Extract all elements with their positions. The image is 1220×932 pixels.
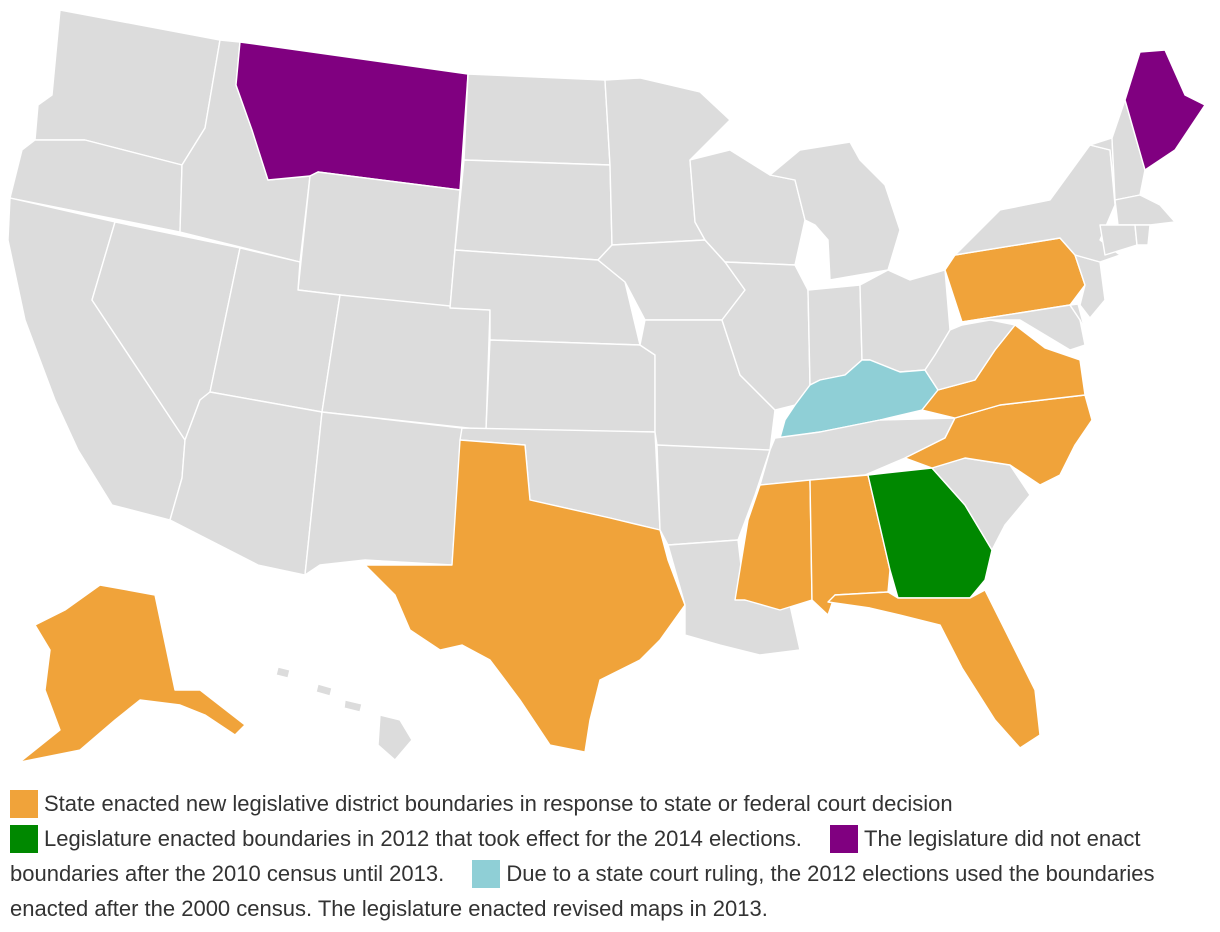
legend-item-state-court-2000: Due to a state court ruling, the 2012 el… xyxy=(10,860,1155,921)
state-fl[interactable] xyxy=(827,589,1041,749)
legend-item-enacted-2012: Legislature enacted boundaries in 2012 t… xyxy=(10,825,802,853)
legend-item-no-enact-until-2013: The legislature did not enact boundaries… xyxy=(10,825,1141,886)
state-il[interactable] xyxy=(721,261,811,411)
state-mt[interactable] xyxy=(235,41,469,191)
legend-swatch-court xyxy=(10,790,38,818)
state-ks[interactable] xyxy=(485,339,656,433)
legend-swatch-state-court-2000 xyxy=(472,860,501,888)
legend-item-court: State enacted new legislative district b… xyxy=(10,790,953,818)
state-co[interactable] xyxy=(321,294,491,431)
legend-label-no-enact-until-2013: The legislature did not enact boundaries… xyxy=(10,826,1141,886)
state-ak[interactable] xyxy=(19,584,246,763)
us-state-map xyxy=(7,9,1206,763)
state-me[interactable] xyxy=(1124,49,1206,171)
state-wy[interactable] xyxy=(297,171,461,309)
state-de[interactable] xyxy=(1069,303,1086,331)
legend-swatch-no-enact-until-2013 xyxy=(830,825,859,853)
state-nd[interactable] xyxy=(463,73,611,166)
state-ct[interactable] xyxy=(1099,224,1138,256)
state-ma[interactable] xyxy=(1114,194,1176,226)
state-ny[interactable] xyxy=(954,144,1121,263)
legend-label-state-court-2000: Due to a state court ruling, the 2012 el… xyxy=(10,861,1155,921)
state-wi[interactable] xyxy=(689,149,806,266)
state-tx[interactable] xyxy=(364,439,686,753)
state-wv[interactable] xyxy=(924,319,1016,391)
state-ri[interactable] xyxy=(1134,224,1151,246)
map-svg xyxy=(7,9,1206,763)
state-sd[interactable] xyxy=(454,159,613,261)
legend: State enacted new legislative district b… xyxy=(10,786,1205,926)
state-nm[interactable] xyxy=(304,411,463,576)
legend-swatch-enacted-2012 xyxy=(10,825,38,853)
state-nh[interactable] xyxy=(1111,99,1146,201)
legend-label-enacted-2012: Legislature enacted boundaries in 2012 t… xyxy=(44,826,802,851)
legend-label-court: State enacted new legislative district b… xyxy=(44,791,953,816)
state-hi[interactable] xyxy=(275,666,413,761)
state-az[interactable] xyxy=(169,391,323,576)
